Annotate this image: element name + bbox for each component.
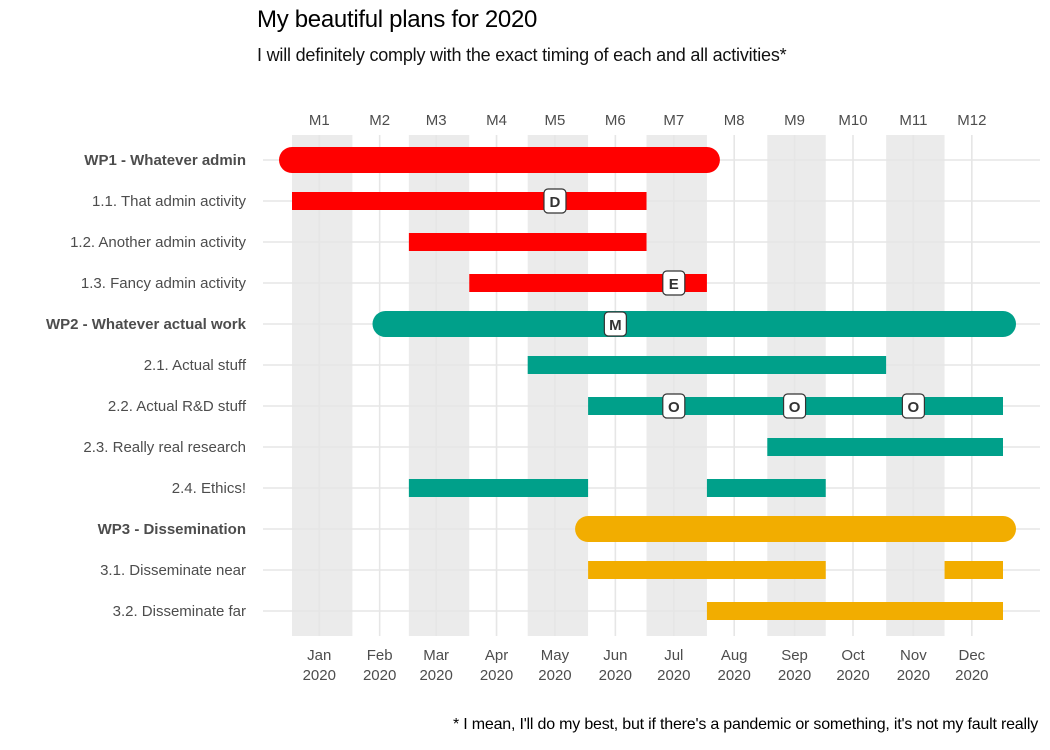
wp-label: WP1 - Whatever admin <box>84 152 246 169</box>
milestone-marker <box>662 393 686 419</box>
x-tick-label-top: M6 <box>605 112 626 129</box>
task-label: 1.1. That admin activity <box>92 193 246 210</box>
x-tick-label-year: 2020 <box>897 667 930 684</box>
x-tick-label-top: M10 <box>838 112 867 129</box>
x-tick-label-year: 2020 <box>538 667 571 684</box>
task-label: 3.2. Disseminate far <box>113 603 246 620</box>
milestone-marker <box>901 393 925 419</box>
x-tick-label-month: Dec <box>958 647 985 664</box>
task-bar <box>944 561 1003 579</box>
task-bar <box>469 274 707 292</box>
task-bar <box>292 192 647 210</box>
x-tick-label-top: M11 <box>899 112 927 129</box>
x-tick-label-year: 2020 <box>955 667 988 684</box>
wp-label: WP2 - Whatever actual work <box>46 316 247 333</box>
x-tick-label-year: 2020 <box>363 667 396 684</box>
task-label: 1.2. Another admin activity <box>70 234 246 251</box>
x-tick-label-year: 2020 <box>480 667 513 684</box>
task-bar <box>767 438 1003 456</box>
wp-label: WP3 - Dissemination <box>98 521 246 538</box>
x-tick-label-month: Jun <box>603 647 627 664</box>
milestone-marker <box>543 188 567 214</box>
milestone-label: D <box>550 194 561 211</box>
task-label: 2.1. Actual stuff <box>144 357 247 374</box>
month-band-9 <box>767 135 826 636</box>
x-tick-label-year: 2020 <box>419 667 452 684</box>
milestone-label: M <box>609 317 622 334</box>
x-tick-label-year: 2020 <box>717 667 750 684</box>
milestone-label: O <box>789 399 801 416</box>
x-tick-label-top: M1 <box>309 112 330 129</box>
chart-title: My beautiful plans for 2020 <box>257 6 538 33</box>
task-bar <box>706 602 1003 620</box>
x-tick-label-year: 2020 <box>778 667 811 684</box>
x-tick-label-top: M4 <box>486 112 507 129</box>
x-tick-label-month: Apr <box>485 647 508 664</box>
x-tick-label-top: M7 <box>663 112 684 129</box>
x-tick-label-year: 2020 <box>599 667 632 684</box>
x-tick-label-month: Feb <box>367 647 393 664</box>
milestone-marker <box>603 311 627 337</box>
x-tick-label-top: M9 <box>784 112 805 129</box>
x-tick-label-month: Aug <box>721 647 748 664</box>
chart-caption: * I mean, I'll do my best, but if there'… <box>452 716 1038 733</box>
task-label: 2.3. Really real research <box>83 439 246 456</box>
milestone-label: O <box>908 399 920 416</box>
task-bar <box>706 479 826 497</box>
task-bar <box>408 233 647 251</box>
x-tick-label-month: Mar <box>423 647 449 664</box>
month-band-5 <box>527 135 589 636</box>
task-label: 2.4. Ethics! <box>172 480 246 497</box>
month-band-11 <box>886 135 945 636</box>
x-tick-label-year: 2020 <box>303 667 336 684</box>
x-tick-label-year: 2020 <box>657 667 690 684</box>
task-label: 3.1. Disseminate near <box>100 562 246 579</box>
x-tick-label-top: M3 <box>426 112 447 129</box>
month-band-7 <box>646 135 707 636</box>
milestone-marker <box>662 270 686 296</box>
x-tick-label-month: Nov <box>900 647 927 664</box>
chart-subtitle: I will definitely comply with the exact … <box>257 45 787 65</box>
x-tick-label-month: May <box>541 647 570 664</box>
task-bar <box>527 356 887 374</box>
month-band-3 <box>408 135 470 636</box>
x-tick-label-top: M5 <box>545 112 566 129</box>
x-tick-label-month: Sep <box>781 647 808 664</box>
x-tick-label-top: M2 <box>369 112 390 129</box>
task-label: 2.2. Actual R&D stuff <box>108 398 247 415</box>
x-tick-label-month: Oct <box>841 647 865 664</box>
x-tick-label-year: 2020 <box>836 667 869 684</box>
task-label: 1.3. Fancy admin activity <box>81 275 247 292</box>
x-tick-label-month: Jul <box>664 647 683 664</box>
month-band-1 <box>292 135 353 636</box>
x-tick-label-top: M8 <box>724 112 745 129</box>
x-tick-label-top: M12 <box>957 112 986 129</box>
milestone-marker <box>782 393 807 419</box>
milestone-label: E <box>669 276 679 293</box>
task-bar <box>588 561 826 579</box>
x-tick-label-month: Jan <box>307 647 331 664</box>
milestone-label: O <box>668 399 680 416</box>
task-bar <box>408 479 589 497</box>
